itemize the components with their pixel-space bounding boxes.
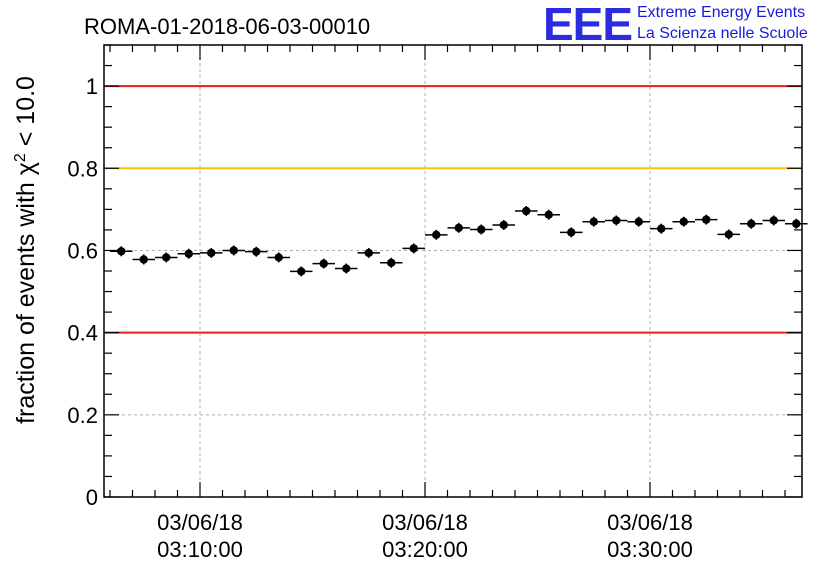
data-point (245, 246, 268, 257)
data-point (177, 248, 200, 259)
marker (589, 217, 598, 226)
y-tick-label: 0.8 (67, 156, 98, 181)
marker (252, 247, 261, 256)
data-point (605, 215, 628, 226)
data-point (470, 224, 493, 235)
x-tick-label-time: 03:10:00 (157, 537, 243, 562)
data-point (785, 218, 808, 229)
data-point (672, 216, 695, 227)
data-point (267, 252, 290, 263)
x-tick-label-time: 03:20:00 (382, 537, 468, 562)
reference-lines (104, 85, 802, 334)
data-point (425, 229, 448, 240)
data-point (380, 257, 403, 268)
data-point (200, 247, 223, 258)
marker (297, 267, 306, 276)
data-point (132, 254, 155, 265)
logo-mark: EEE (543, 0, 632, 50)
marker (319, 259, 328, 268)
data-point (290, 266, 313, 277)
data-point (717, 229, 740, 240)
data-point (515, 206, 538, 217)
marker (679, 217, 688, 226)
data-point (492, 219, 515, 230)
y-axis-label-suffix: < 10.0 (12, 76, 40, 153)
marker (634, 217, 643, 226)
x-tick-label-date: 03/06/18 (157, 510, 243, 535)
marker (769, 216, 778, 225)
marker (747, 219, 756, 228)
data-point (335, 263, 358, 274)
marker (364, 248, 373, 258)
marker (724, 230, 733, 239)
x-tick-label-date: 03/06/18 (607, 510, 693, 535)
marker (342, 264, 351, 273)
marker (139, 255, 148, 264)
data-point (402, 243, 425, 254)
marker (162, 253, 171, 262)
marker (409, 244, 418, 253)
marker (792, 219, 801, 228)
logo-line-2: La Scienza nelle Scuole (637, 25, 808, 42)
y-tick-label: 1 (86, 74, 98, 99)
data-point (357, 247, 380, 258)
y-tick-label: 0.6 (67, 238, 98, 263)
marker (184, 249, 193, 258)
marker (207, 248, 216, 258)
data-points (110, 206, 808, 277)
y-axis-label-superscript: 2 (12, 153, 29, 162)
data-point (695, 214, 718, 225)
marker (567, 228, 576, 237)
y-axis-label-prefix: fraction of events with χ (12, 162, 40, 424)
x-tick-label-time: 03:30:00 (607, 537, 693, 562)
data-point (650, 223, 673, 234)
y-axis-label: fraction of events with χ2 < 10.0 (12, 76, 40, 424)
data-point (582, 216, 605, 227)
marker (117, 247, 126, 256)
marker (229, 246, 238, 255)
marker (702, 215, 711, 224)
data-point (537, 209, 560, 220)
eee-logo: EEE Extreme Energy Events La Scienza nel… (543, 0, 808, 50)
data-point (627, 216, 650, 227)
marker (544, 210, 553, 219)
y-tick-label: 0 (86, 485, 98, 510)
y-tick-label: 0.2 (67, 403, 98, 428)
y-tick-label: 0.4 (67, 321, 98, 346)
marker (274, 253, 283, 262)
data-point (740, 218, 763, 229)
marker (387, 258, 396, 267)
marker (612, 216, 621, 225)
x-tick-label-date: 03/06/18 (382, 510, 468, 535)
axes: 00.20.40.60.8103/06/1803:10:0003/06/1803… (67, 44, 803, 562)
data-point (762, 215, 785, 226)
data-point (560, 227, 583, 238)
marker (454, 223, 463, 233)
marker (432, 230, 441, 240)
marker (657, 224, 666, 233)
data-point (222, 245, 245, 256)
data-point (312, 258, 335, 269)
data-point (447, 222, 470, 233)
marker (499, 220, 508, 230)
data-point (110, 246, 133, 257)
logo-line-1: Extreme Energy Events (637, 4, 805, 21)
marker (522, 206, 531, 216)
marker (477, 225, 486, 234)
chart-title: ROMA-01-2018-06-03-00010 (84, 14, 370, 39)
data-point (155, 252, 178, 263)
